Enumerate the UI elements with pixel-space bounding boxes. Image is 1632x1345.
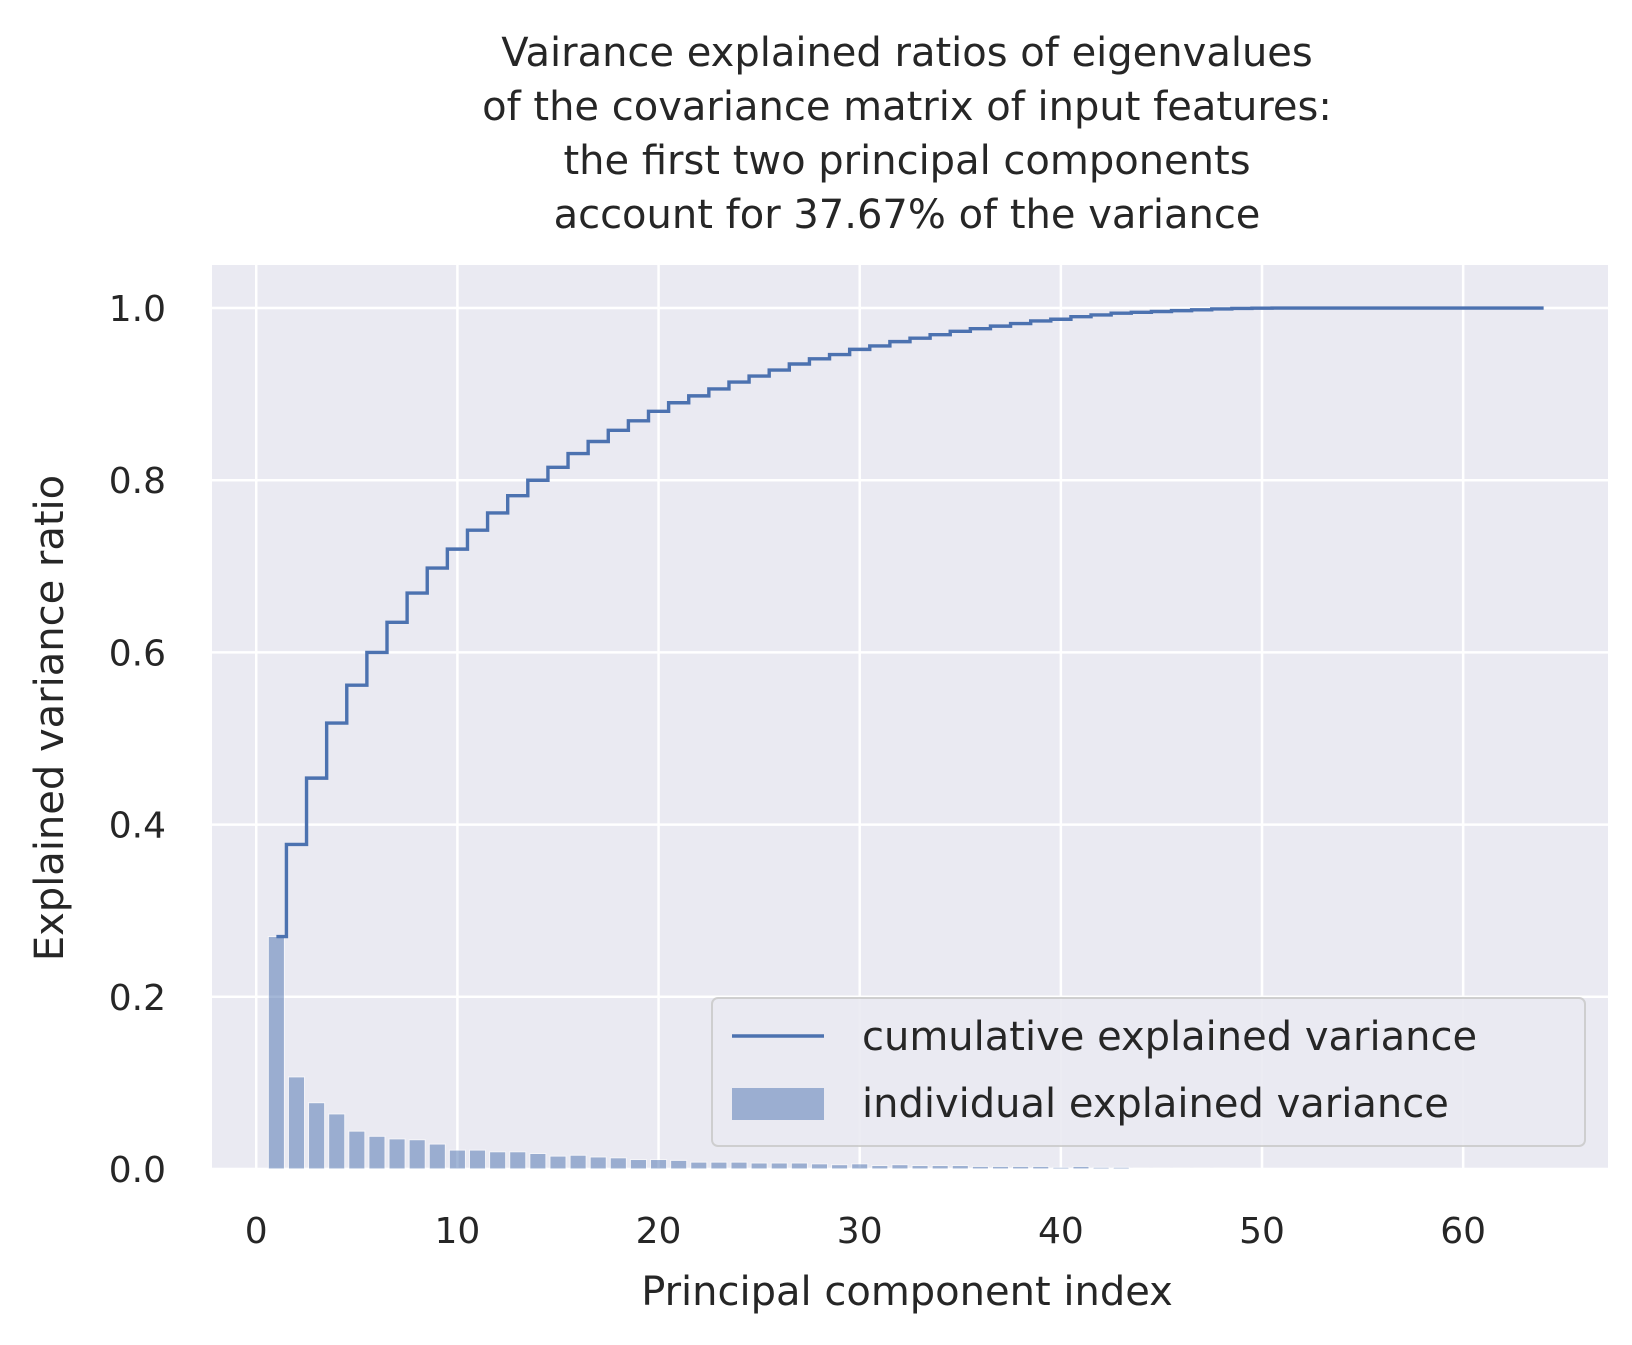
variance-bar [368,1135,386,1170]
x-tick-label: 50 [1239,1211,1285,1252]
variance-bar [529,1153,547,1170]
variance-bar [1072,1165,1090,1170]
variance-bar [991,1165,1010,1170]
variance-bar [428,1143,446,1170]
variance-bar [308,1102,326,1170]
legend-label-cumulative: cumulative explained variance [862,1014,1477,1060]
x-tick-label: 20 [636,1211,682,1252]
variance-bar [489,1151,507,1170]
variance-bar [1012,1165,1030,1170]
y-tick-label: 0.4 [109,806,166,847]
variance-bar [1112,1166,1130,1170]
x-tick-label: 0 [245,1211,268,1252]
legend-label-individual: individual explained variance [862,1081,1449,1127]
variance-bar [831,1164,849,1170]
variance-bar [1052,1166,1070,1170]
variance-bar [810,1163,829,1170]
x-tick-label: 40 [1038,1211,1084,1252]
y-tick-labels: 0.0 0.2 0.4 0.6 0.8 1.0 [109,289,166,1191]
variance-bar [328,1113,346,1170]
variance-bar [589,1156,607,1170]
variance-bar [1152,1167,1170,1170]
variance-bar [770,1162,788,1170]
variance-bar [509,1151,527,1170]
y-tick-label: 0.0 [109,1150,166,1191]
y-tick-label: 0.6 [109,633,166,674]
y-tick-label: 0.2 [109,978,166,1019]
title-line-3: the first two principal components [563,138,1250,184]
variance-bar [670,1159,688,1170]
variance-bar [448,1149,466,1170]
variance-bar [629,1159,647,1170]
variance-bar [750,1162,768,1170]
variance-bar [650,1159,668,1170]
variance-bar [287,1076,306,1170]
variance-bar [1193,1167,1211,1170]
variance-bar [851,1163,869,1170]
y-axis-label: Explained variance ratio [27,475,73,961]
y-tick-label: 1.0 [109,289,166,330]
title-line-4: account for 37.67% of the variance [554,192,1261,238]
variance-bar [891,1164,909,1170]
variance-bar [951,1165,969,1170]
variance-bar [549,1155,567,1170]
legend: cumulative explained variance individual… [711,997,1586,1147]
title-line-1: Vairance explained ratios of eigenvalues [501,30,1313,76]
x-axis-label: Principal component index [641,1269,1173,1315]
variance-bar [388,1138,406,1170]
variance-bar [569,1154,587,1170]
cumulative-line [276,306,1544,939]
variance-bar [871,1165,889,1170]
x-tick-label: 30 [837,1211,883,1252]
variance-bar [1032,1165,1050,1170]
y-tick-label: 0.8 [109,461,166,502]
variance-bar [730,1161,748,1170]
legend-frame [711,997,1586,1147]
bar-series [267,936,1291,1170]
variance-bar [690,1161,708,1170]
variance-bar [348,1130,366,1170]
title-line-2: of the covariance matrix of input featur… [482,84,1332,130]
variance-bar [267,936,285,1170]
x-tick-label: 10 [435,1211,481,1252]
variance-bar [1092,1166,1110,1170]
variance-bar [931,1165,949,1170]
x-tick-labels: 0 10 20 30 40 50 60 [245,1211,1486,1252]
variance-bar [1213,1167,1231,1170]
variance-bar [911,1165,929,1170]
variance-bar [1132,1167,1150,1170]
legend-bar-swatch [732,1088,824,1120]
x-tick-label: 60 [1440,1211,1486,1252]
variance-bar [710,1161,728,1170]
variance-bar [609,1157,627,1170]
chart-title: Vairance explained ratios of eigenvalues… [482,30,1332,238]
variance-bar [790,1162,808,1170]
variance-bar [971,1165,989,1170]
variance-bar [1173,1167,1191,1170]
variance-bar [468,1149,487,1170]
variance-bar [408,1139,426,1170]
